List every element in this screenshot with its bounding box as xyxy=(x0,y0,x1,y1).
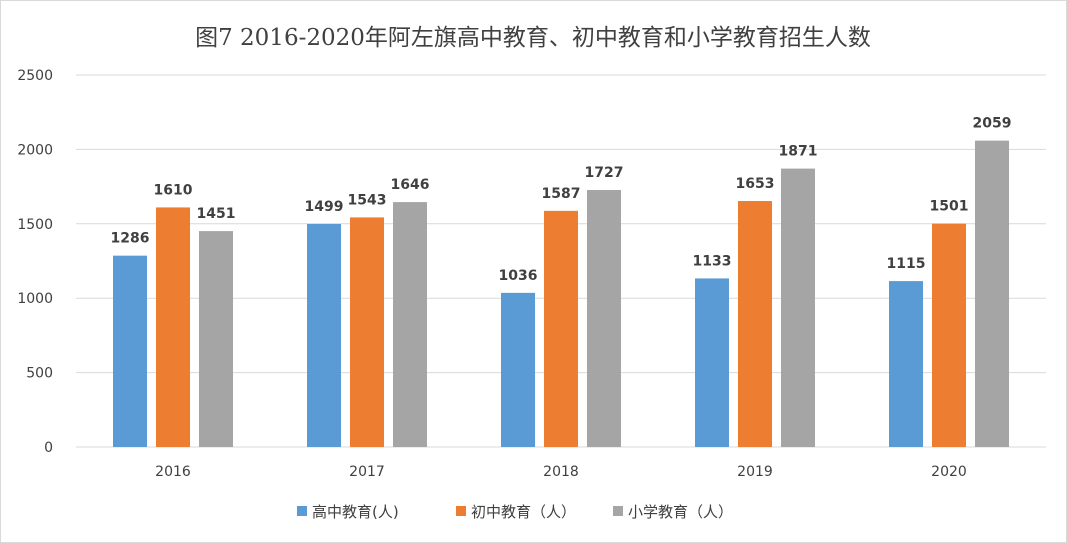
data-label: 1133 xyxy=(693,253,732,269)
bar xyxy=(975,140,1009,448)
data-label: 2059 xyxy=(973,116,1012,132)
legend-label: 小学教育（人） xyxy=(628,503,733,521)
bar xyxy=(350,217,384,447)
data-label: 1036 xyxy=(499,268,538,284)
y-tick-label: 1000 xyxy=(17,291,53,307)
bar xyxy=(307,223,341,447)
x-tick-label: 2017 xyxy=(349,464,385,480)
bar xyxy=(156,207,190,447)
data-label: 1115 xyxy=(887,256,926,272)
data-label: 1610 xyxy=(154,182,193,198)
legend-swatch xyxy=(456,506,466,516)
bars xyxy=(113,140,1009,448)
bar xyxy=(501,292,535,447)
bar xyxy=(544,210,578,447)
x-tick-label: 2018 xyxy=(543,464,579,480)
bar xyxy=(393,202,427,447)
x-tick-label: 2016 xyxy=(155,464,191,480)
legend-label: 初中教育（人） xyxy=(471,503,576,521)
chart-title: 图7 2016-2020年阿左旗高中教育、初中教育和小学教育招生人数 xyxy=(195,25,871,51)
data-label: 1727 xyxy=(585,165,624,181)
legend-label: 高中教育(人) xyxy=(312,503,399,521)
data-label: 1451 xyxy=(197,206,236,222)
data-label: 1501 xyxy=(930,199,969,215)
bar xyxy=(738,201,772,447)
x-tick-label: 2020 xyxy=(931,464,967,480)
bar xyxy=(781,168,815,447)
bar xyxy=(587,190,621,447)
y-tick-label: 500 xyxy=(26,366,53,382)
data-label: 1499 xyxy=(305,199,344,215)
bar xyxy=(113,255,147,447)
y-tick-label: 1500 xyxy=(17,217,53,233)
bar xyxy=(199,231,233,447)
bar xyxy=(889,281,923,447)
data-label: 1587 xyxy=(542,186,581,202)
y-tick-label: 2500 xyxy=(17,68,53,84)
data-label: 1543 xyxy=(348,192,387,208)
data-label: 1286 xyxy=(111,231,150,247)
data-label: 1871 xyxy=(779,144,818,160)
data-label: 1653 xyxy=(736,176,775,192)
legend-swatch xyxy=(297,506,307,516)
data-label: 1646 xyxy=(391,177,430,193)
x-tick-label: 2019 xyxy=(737,464,773,480)
bar xyxy=(695,278,729,447)
bar xyxy=(932,223,966,447)
legend-swatch xyxy=(613,506,623,516)
y-axis-ticks: 0 500 1000 1500 2000 2500 xyxy=(17,68,53,456)
x-axis-ticks: 2016 2017 2018 2019 2020 xyxy=(155,464,967,480)
legend: 高中教育(人) 初中教育（人） 小学教育（人） xyxy=(297,503,733,521)
y-tick-label: 0 xyxy=(44,440,53,456)
y-tick-label: 2000 xyxy=(17,142,53,158)
